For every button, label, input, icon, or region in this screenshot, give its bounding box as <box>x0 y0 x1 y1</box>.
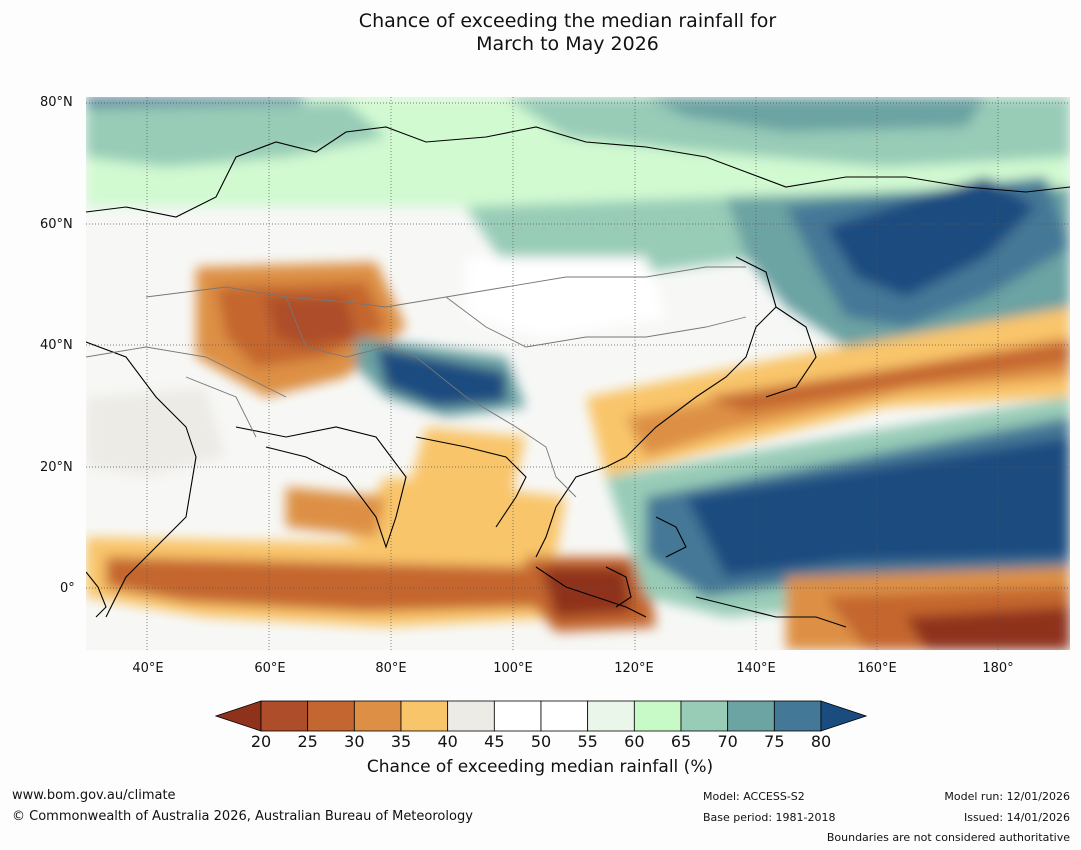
rainfall-probability-map <box>86 97 1070 650</box>
lon-label-160e: 160°E <box>857 661 897 676</box>
footer-model-run: Model run: 12/01/2026 <box>944 790 1070 803</box>
colorbar-box-20-25 <box>260 700 309 732</box>
footer-copyright: © Commonwealth of Australia 2026, Austra… <box>12 809 473 824</box>
footer-model: Model: ACCESS-S2 <box>703 790 805 803</box>
coastlines <box>86 126 1070 628</box>
colorbar-box-60-65 <box>633 700 682 732</box>
colorbar-tick-65: 65 <box>670 732 692 751</box>
country-borders <box>86 266 747 498</box>
footer-base-period: Base period: 1981-2018 <box>703 811 836 824</box>
footer-issued: Issued: 14/01/2026 <box>963 811 1070 824</box>
colorbar-box-45-50 <box>493 700 542 732</box>
lat-label-40n: 40°N <box>40 338 73 353</box>
graticule <box>86 97 1070 650</box>
colorbar-arrow-low <box>214 700 262 732</box>
colorbar-tick-75: 75 <box>764 732 785 751</box>
colorbar-tick-80: 80 <box>810 732 832 751</box>
lon-label-100e: 100°E <box>493 661 533 676</box>
probability-shading <box>86 97 1070 650</box>
lat-label-0: 0° <box>60 581 75 596</box>
colorbar-box-25-30 <box>307 700 355 732</box>
colorbar-tick-20: 20 <box>250 732 272 751</box>
colorbar-tick-35: 35 <box>390 732 412 751</box>
footer-website: www.bom.gov.au/climate <box>12 788 176 803</box>
lon-label-120e: 120°E <box>614 661 654 676</box>
colorbar-arrow-high <box>820 700 868 732</box>
lat-label-80n: 80°N <box>40 95 73 110</box>
footer-boundaries-note: Boundaries are not considered authoritat… <box>826 831 1070 844</box>
lat-label-60n: 60°N <box>40 217 73 232</box>
colorbar-box-35-40 <box>400 700 449 732</box>
colorbar-label: Chance of exceeding median rainfall (%) <box>366 757 714 777</box>
colorbar-tick-40: 40 <box>437 732 458 751</box>
colorbar-box-40-45 <box>447 700 495 732</box>
colorbar-box-75-80 <box>773 700 822 732</box>
colorbar-tick-55: 55 <box>577 732 598 751</box>
lon-label-180: 180° <box>982 661 1014 676</box>
colorbar-svg <box>214 700 868 732</box>
colorbar-tick-50: 50 <box>530 732 552 751</box>
colorbar-tick-60: 60 <box>624 732 645 751</box>
colorbar-tick-70: 70 <box>717 732 738 751</box>
colorbar-box-50-55 <box>540 700 589 732</box>
colorbar-box-70-75 <box>727 700 775 732</box>
colorbar-box-55-60 <box>587 700 635 732</box>
colorbar-tick-30: 30 <box>344 732 365 751</box>
title-line-2: March to May 2026 <box>476 33 659 55</box>
lon-label-40e: 40°E <box>132 661 164 676</box>
map-title: Chance of exceeding the median rainfall … <box>0 10 1081 56</box>
colorbar-tick-25: 25 <box>297 732 318 751</box>
colorbar-tick-45: 45 <box>484 732 505 751</box>
colorbar <box>214 700 868 732</box>
colorbar-box-65-70 <box>680 700 729 732</box>
lon-label-140e: 140°E <box>736 661 776 676</box>
title-line-1: Chance of exceeding the median rainfall … <box>358 10 777 32</box>
lat-label-20n: 20°N <box>40 460 73 475</box>
lon-label-60e: 60°E <box>254 661 286 676</box>
lon-label-80e: 80°E <box>375 661 407 676</box>
colorbar-box-30-35 <box>353 700 402 732</box>
map-canvas <box>86 97 1070 650</box>
